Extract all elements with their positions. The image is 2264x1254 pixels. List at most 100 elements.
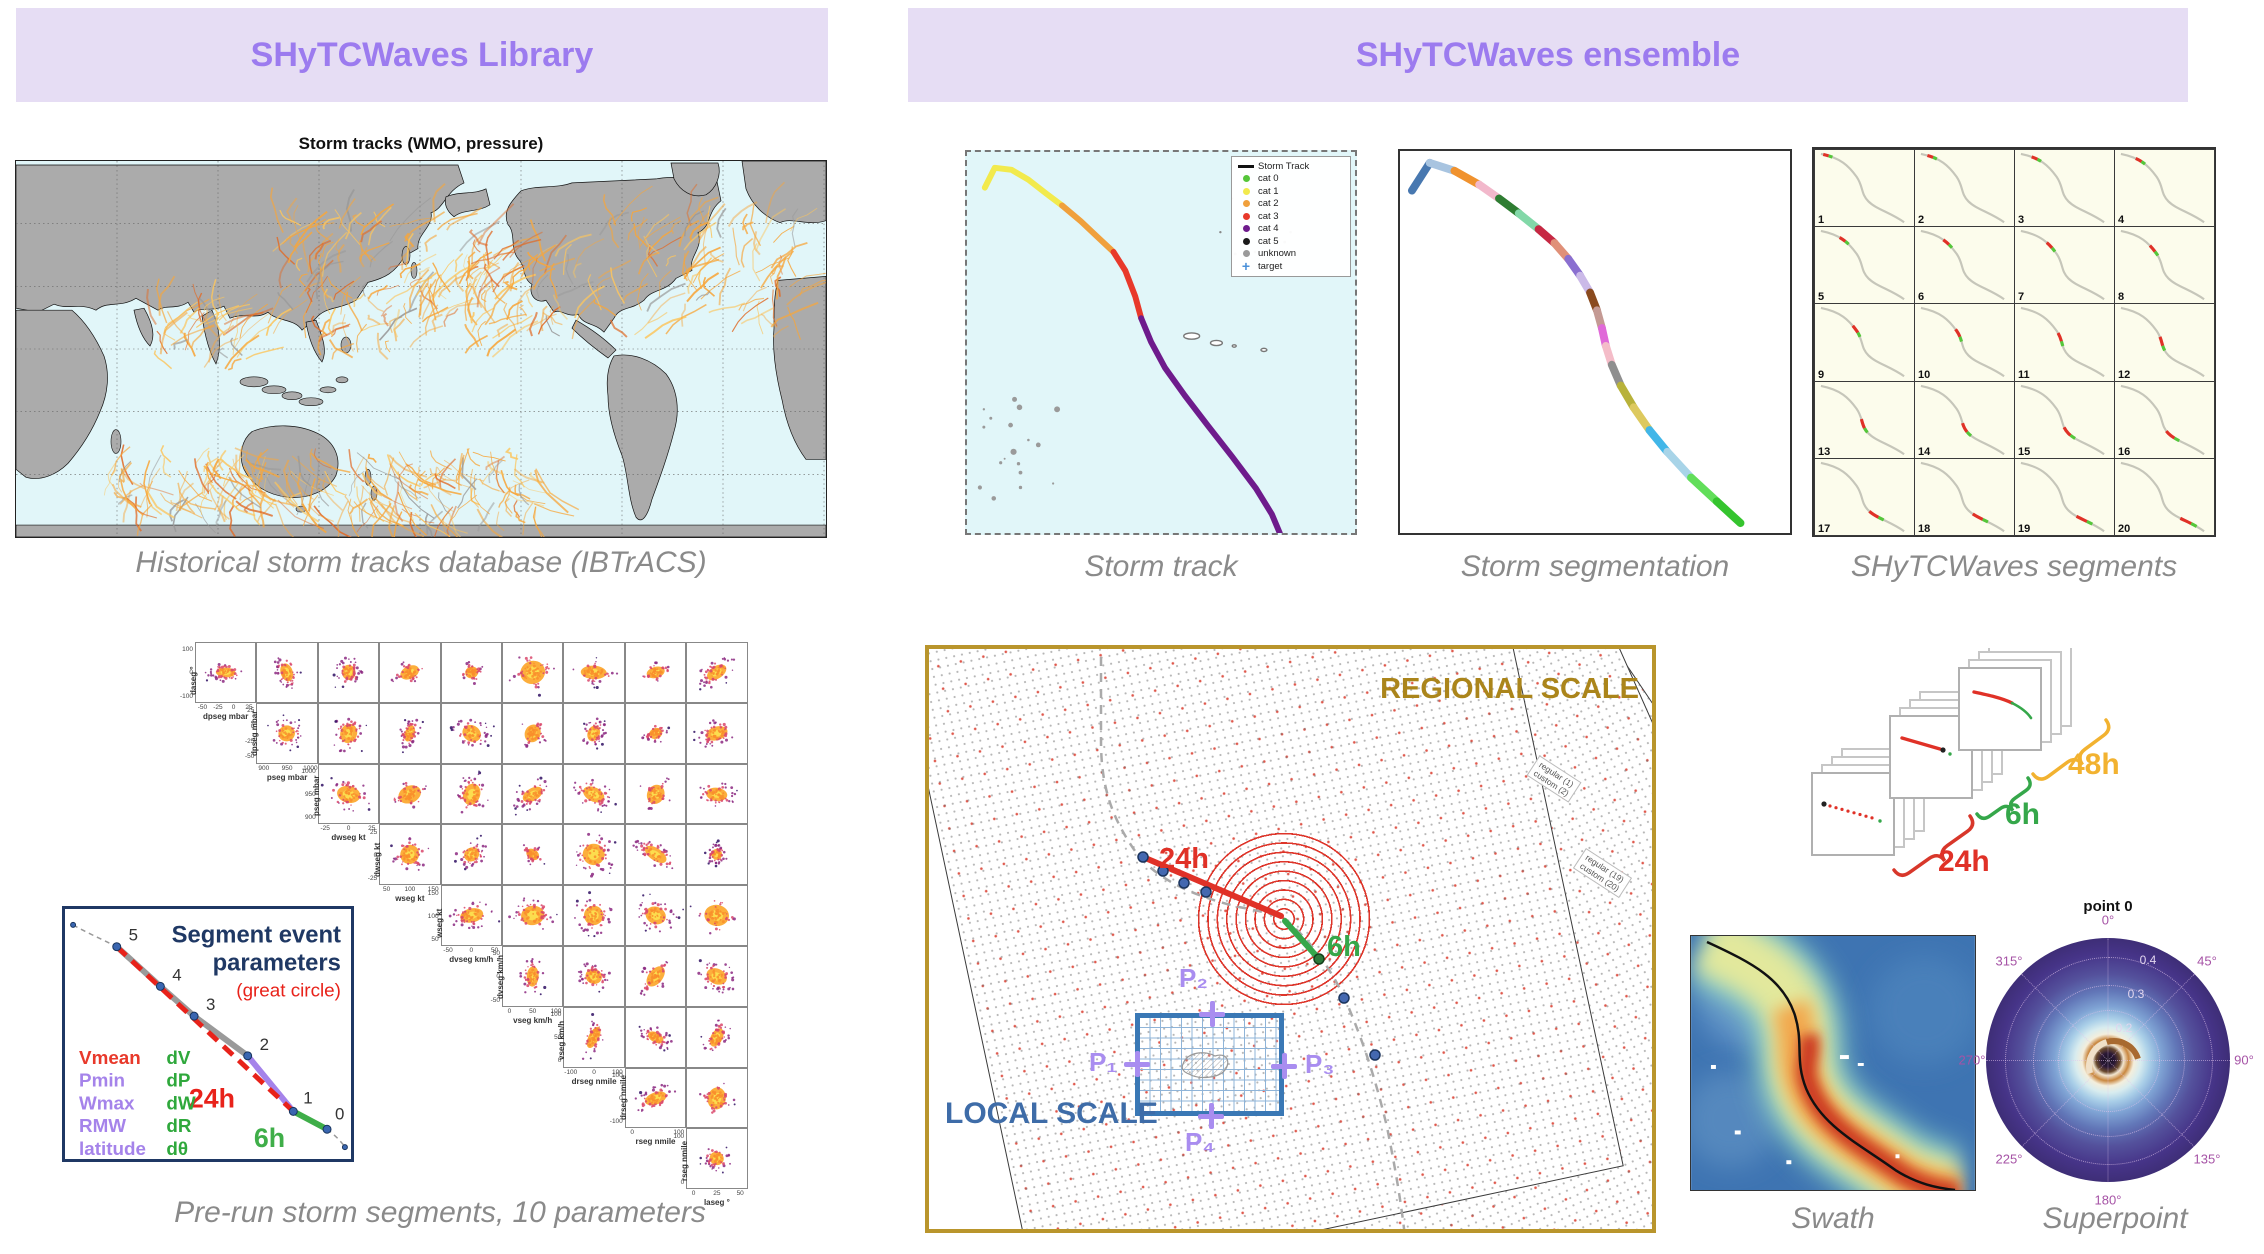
pairplot-y-tick: 50: [492, 950, 500, 958]
pairplot-y-label: dpseg mbar: [250, 710, 260, 756]
pairplot-cell: [563, 824, 625, 886]
panel-stack-group: [1958, 648, 2072, 751]
legend-item: cat 4: [1237, 223, 1345, 236]
pairplot-y-tick: -100: [179, 692, 193, 700]
pairplot-x-tick: -50: [197, 703, 208, 711]
pairplot-cell: [563, 642, 625, 703]
pairplot-y-tick: -50: [490, 996, 500, 1004]
pairplot-cell: [379, 642, 441, 703]
pairplot-y-tick: 100: [611, 1071, 623, 1079]
continents: [15, 160, 827, 538]
legend-item: cat 3: [1237, 210, 1345, 223]
cell-number: 13: [1818, 445, 1831, 458]
point-label-3: 3: [206, 995, 215, 1014]
pairplot-y-tick: 100: [673, 1132, 685, 1140]
segment-cell: 13: [1814, 380, 1915, 459]
pairplot-y-tick: 100: [182, 646, 193, 654]
pairplot-cell: [563, 763, 625, 825]
pairplot-y-tick: -100: [609, 1118, 623, 1126]
param-wmax: Wmax: [79, 1092, 135, 1113]
legend-label: cat 5: [1258, 235, 1279, 247]
track-cat-1: [981, 164, 1066, 209]
category-dot-icon: [1237, 225, 1255, 233]
pairplot-x-label: laseg °: [703, 1198, 730, 1208]
pairplot-x-tick: 50: [529, 1007, 537, 1015]
storm-track-legend: Storm Track cat 0 cat 1 cat 2 cat 3 cat 4 cat …: [1231, 156, 1351, 277]
pairplot-x-tick: -25: [320, 825, 330, 833]
delta-dw: dW: [166, 1092, 196, 1113]
legend-label: unknown: [1258, 248, 1297, 260]
angle-label: 0°: [2101, 912, 2115, 928]
pairplot-y-tick: 0: [619, 1095, 623, 1102]
pairplot-x-tick: 0: [469, 947, 474, 954]
param-latitude: latitude: [79, 1138, 146, 1159]
delta-dv: dV: [166, 1047, 191, 1068]
pairplot-y-tick: -25: [244, 737, 255, 745]
track-cat-2: [1059, 202, 1117, 255]
swath-caption: Swath: [1791, 1202, 1875, 1235]
land-specks: [1710, 1055, 1900, 1165]
ensemble-header: SHyTCWaves ensemble: [908, 8, 2188, 102]
inset-6h-label: 6h: [254, 1123, 285, 1153]
pairplot-cell: [686, 1006, 748, 1068]
inset-title-1: Segment event: [172, 922, 341, 949]
pairplot-x-tick: 150: [427, 886, 439, 894]
pairplot-x-label: wseg kt: [395, 894, 425, 904]
regional-6h-label: 6h: [1327, 931, 1361, 963]
superpoint-panel: point 0 0° 45° 90° 135° 180° 225° 270° 315° 0.2 0…: [1950, 896, 2264, 1208]
pairplot-cell: [502, 642, 564, 703]
pairplot-cell: [686, 642, 748, 703]
delta-dtheta: dθ: [166, 1138, 188, 1159]
segment-cell: 4: [2114, 149, 2215, 228]
cell-number: 7: [2018, 291, 2025, 304]
delta-dp: dP: [166, 1070, 190, 1091]
segment-cell: 19: [2014, 457, 2115, 536]
pairplot-cell: [563, 946, 625, 1007]
pairplot-x-label: dvseg km/h: [449, 955, 494, 964]
pairplot-cell: [502, 824, 564, 886]
storm-segmentation-panel: [1398, 149, 1792, 535]
map-title: Storm tracks (WMO, pressure): [298, 134, 544, 153]
stack-6h-label: 6h: [2005, 798, 2041, 831]
pairplot-x-tick: 900: [258, 764, 270, 772]
pairplot-y-tick: 950: [304, 791, 316, 798]
brace-48h: [2031, 718, 2111, 781]
radial-label: 0.3: [2127, 987, 2145, 1001]
control-point-cross: [1271, 1053, 1297, 1079]
pairplot-y-tick: 0: [680, 1178, 685, 1186]
pairplot-x-label: rseg nmile: [635, 1137, 676, 1147]
pairplot-cell: [624, 946, 687, 1007]
storm-track-clusters: [103, 181, 835, 561]
pairplot-x-tick: 25: [368, 825, 376, 833]
parameters-pairplot: daseg ° dpseg mbar 100 0 -100 -50 -25 0 25 dpseg …: [180, 642, 748, 1207]
pairplot-x-label: dwseg kt: [331, 833, 366, 843]
superpoint-caption: Superpoint: [2042, 1202, 2188, 1235]
category-dot-icon: [1237, 200, 1255, 208]
pairplot-x-label: pseg mbar: [266, 772, 308, 782]
pairplot-cell: [624, 642, 687, 703]
pairplot-x-tick: -25: [213, 703, 223, 711]
segment-cell: 10: [1914, 303, 2015, 382]
legend-label: cat 4: [1258, 223, 1279, 235]
pairplot-x-tick: 25: [245, 703, 253, 711]
pairplot-cell: [624, 824, 687, 886]
legend-label: Storm Track: [1258, 160, 1310, 172]
pairplot-cell: [686, 946, 748, 1007]
green-segment: [290, 1108, 331, 1133]
inset-title-2: parameters: [213, 950, 341, 977]
pairplot-y-tick: 150: [427, 889, 439, 897]
cell-number: 8: [2118, 291, 2125, 304]
segment-cell: 12: [2114, 303, 2215, 382]
pairplot-y-tick: 100: [427, 912, 439, 920]
point-label-4: 4: [172, 965, 181, 984]
cell-number: 16: [2118, 445, 2131, 458]
inset-svg: 5 4 3 2 1 0 Segment event parameters (gr…: [70, 922, 348, 1159]
superpoint-title: point 0: [2083, 898, 2133, 915]
stack-24h-label: 24h: [1938, 845, 1990, 878]
pairplot-x-tick: 0: [231, 703, 236, 711]
pairplot-y-tick: 50: [431, 935, 439, 943]
pairplot-cell: [317, 763, 380, 825]
angle-label: 180°: [2094, 1192, 2122, 1208]
param-rmw: RMW: [79, 1115, 126, 1136]
